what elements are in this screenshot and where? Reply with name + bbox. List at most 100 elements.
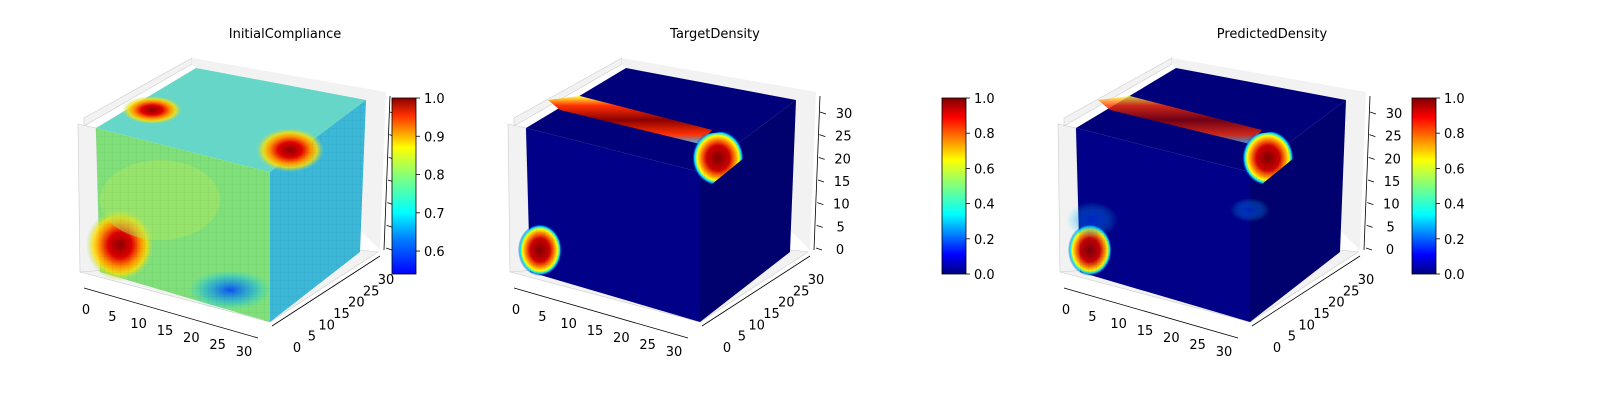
colorbar-tick-label: 0.2: [1444, 233, 1465, 248]
y-tick-label: 0: [1273, 341, 1281, 356]
voxel-grid-front: [1076, 128, 1250, 322]
z-tick-mark: [1366, 224, 1373, 228]
z-axis-line: [813, 95, 821, 251]
z-tick-mark: [1367, 202, 1374, 206]
x-tick-label: 10: [130, 317, 147, 332]
colorbar-tick-label: 0.0: [974, 268, 995, 283]
z-tick-mark: [1369, 134, 1376, 138]
z-tick-mark: [1368, 156, 1375, 160]
x-tick-label: 0: [1062, 303, 1070, 318]
z-tick-label: 30: [1386, 107, 1403, 122]
y-axis-line: [271, 255, 381, 327]
z-tick-label: 25: [1385, 130, 1402, 145]
colorbar-tick-label: 1.0: [1444, 92, 1465, 107]
colorbar-tick-label: 0.4: [974, 198, 995, 213]
z-tick-label: 10: [833, 198, 850, 213]
voxel-grid-front: [96, 128, 270, 322]
colorbar-tick-label: 0.7: [424, 207, 445, 222]
x-tick-label: 0: [512, 303, 520, 318]
density-beam-top: [1098, 96, 1262, 144]
z-tick-label: 20: [834, 152, 851, 167]
colorbar-tick-label: 1.0: [424, 92, 445, 107]
z-tick-label: 25: [835, 130, 852, 145]
x-axis-line: [513, 287, 689, 339]
y-tick-label: 25: [363, 284, 380, 299]
y-tick-label: 30: [808, 273, 825, 288]
voxel-grid-side: [1250, 100, 1346, 322]
z-axis-line: [383, 95, 391, 251]
chart-title: PredictedDensity: [1217, 27, 1328, 42]
z-tick-mark: [816, 224, 823, 228]
x-tick-label: 15: [1137, 324, 1154, 339]
voxel-grid-front: [526, 128, 700, 322]
y-tick-label: 5: [738, 330, 746, 345]
z-axis-line: [1363, 95, 1371, 251]
z-tick-mark: [1369, 111, 1377, 115]
x-tick-label: 20: [1163, 331, 1180, 346]
y-tick-label: 25: [1343, 284, 1360, 299]
z-tick-mark: [817, 179, 825, 183]
x-tick-label: 25: [1189, 338, 1206, 353]
colorbar-tick-label: 0.0: [1444, 268, 1465, 283]
z-tick-label: 5: [1387, 220, 1395, 235]
colorbar-tick-label: 1.0: [974, 92, 995, 107]
x-tick-label: 30: [236, 345, 253, 360]
z-tick-label: 15: [834, 175, 851, 190]
colorbar-tick-label: 0.2: [974, 233, 995, 248]
colorbar: 0.0 0.2 0.4 0.6 0.8 1.0: [1411, 92, 1465, 283]
z-tick-mark: [819, 134, 826, 138]
hot-region-top: [122, 96, 182, 124]
x-tick-label: 30: [666, 345, 683, 360]
colorbar-tick-label: 0.9: [424, 130, 445, 145]
y-tick-label: 20: [348, 296, 365, 311]
y-tick-label: 15: [1313, 307, 1330, 322]
density-beam-top: [548, 96, 712, 144]
colorbar-tick-label: 0.8: [974, 127, 995, 142]
y-axis-line: [701, 255, 811, 327]
y-tick-label: 10: [748, 318, 765, 333]
y-tick-label: 10: [318, 318, 335, 333]
chart-title: TargetDensity: [669, 27, 760, 42]
z-tick-mark: [1367, 179, 1375, 183]
colorbar-tick-label: 0.6: [974, 162, 995, 177]
x-tick-label: 15: [157, 324, 174, 339]
z-tick-label: 30: [836, 107, 853, 122]
voxel-grid-side: [270, 100, 366, 322]
y-tick-label: 5: [308, 330, 316, 345]
y-tick-label: 15: [763, 307, 780, 322]
x-tick-label: 5: [538, 310, 546, 325]
z-tick-mark: [818, 156, 825, 160]
colorbar-tick-label: 0.4: [1444, 198, 1465, 213]
x-tick-label: 10: [1110, 317, 1127, 332]
y-axis-line: [1251, 255, 1361, 327]
colorbar-tick-label: 0.6: [1444, 162, 1465, 177]
y-tick-label: 0: [723, 341, 731, 356]
z-tick-mark: [817, 202, 824, 206]
x-tick-label: 20: [613, 331, 630, 346]
x-tick-label: 5: [108, 310, 116, 325]
y-tick-label: 20: [778, 296, 795, 311]
x-tick-label: 30: [1216, 345, 1233, 360]
z-tick-label: 20: [1384, 152, 1401, 167]
y-tick-label: 25: [793, 284, 810, 299]
y-tick-label: 20: [1328, 296, 1345, 311]
x-tick-label: 10: [560, 317, 577, 332]
colorbar-gradient: [1411, 97, 1437, 275]
y-tick-label: 0: [293, 341, 301, 356]
colorbar-tick-label: 0.8: [1444, 127, 1465, 142]
x-tick-label: 0: [82, 303, 90, 318]
x-tick-label: 15: [587, 324, 604, 339]
z-tick-mark: [815, 247, 823, 251]
y-tick-label: 15: [333, 307, 350, 322]
colorbar: 0.6 0.7 0.8 0.9 1.0: [391, 92, 445, 275]
z-tick-label: 15: [1384, 175, 1401, 190]
z-tick-mark: [385, 247, 393, 251]
y-tick-label: 10: [1298, 318, 1315, 333]
z-tick-mark: [819, 111, 827, 115]
z-tick-mark: [1365, 247, 1373, 251]
colorbar-tick-label: 0.8: [424, 169, 445, 184]
